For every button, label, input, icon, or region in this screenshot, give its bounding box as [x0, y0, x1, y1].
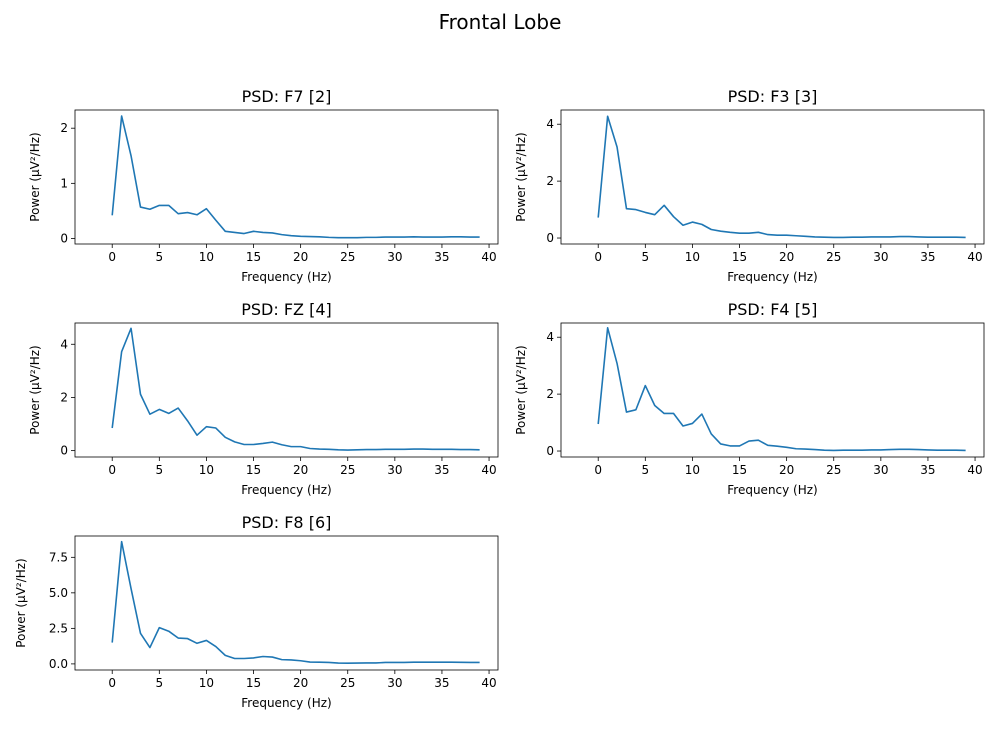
axes-frame	[74, 322, 499, 458]
x-axis-label: Frequency (Hz)	[241, 696, 332, 710]
subplot-2: PSD: F3 [3] 0 5 10 15 20 25 30 35 40 0 2 4 Frequency …	[514, 87, 985, 284]
x-tick-label: 20	[293, 676, 308, 690]
x-tick-label: 0	[594, 463, 602, 477]
psd-series-line	[111, 327, 480, 451]
x-tick-label: 25	[826, 250, 841, 264]
x-axis-label: Frequency (Hz)	[727, 270, 818, 284]
x-axis-label: Frequency (Hz)	[727, 483, 818, 497]
y-tick-label: 0.0	[49, 657, 68, 671]
x-tick-label: 15	[246, 250, 261, 264]
y-tick-label: 0	[546, 444, 554, 458]
x-tick-label: 35	[920, 250, 935, 264]
figure-title: Frontal Lobe	[438, 10, 562, 34]
x-tick-label: 25	[340, 463, 355, 477]
x-tick-label: 30	[387, 463, 402, 477]
y-tick-label: 2	[60, 390, 68, 404]
y-tick-label: 2	[60, 121, 68, 135]
x-tick-label: 40	[967, 463, 982, 477]
psd-series-line	[111, 540, 480, 664]
x-tick-label: 15	[246, 463, 261, 477]
y-tick-label: 2	[546, 174, 554, 188]
x-tick-label: 25	[340, 676, 355, 690]
y-tick-label: 0	[60, 231, 68, 245]
y-tick-label: 7.5	[49, 550, 68, 564]
subplot-title: PSD: F8 [6]	[242, 513, 332, 532]
y-tick-label: 0	[546, 231, 554, 245]
y-tick-label: 4	[60, 337, 68, 351]
psd-series-line	[111, 115, 480, 239]
x-tick-label: 10	[199, 463, 214, 477]
x-tick-label: 25	[826, 463, 841, 477]
y-tick-label: 4	[546, 330, 554, 344]
y-axis-label: Power (µV²/Hz)	[14, 558, 28, 647]
x-tick-label: 40	[481, 463, 496, 477]
x-tick-label: 0	[594, 250, 602, 264]
subplot-1: PSD: F7 [2] 0 5 10 15 20 25 30 35 40 0 1 2 Frequency …	[28, 87, 499, 284]
x-axis-label: Frequency (Hz)	[241, 483, 332, 497]
x-tick-label: 20	[293, 463, 308, 477]
subplot-title: PSD: F4 [5]	[728, 300, 818, 319]
x-tick-label: 35	[434, 250, 449, 264]
y-axis-label: Power (µV²/Hz)	[514, 132, 528, 221]
x-tick-label: 5	[155, 250, 163, 264]
y-tick-label: 0	[60, 444, 68, 458]
y-tick-label: 4	[546, 117, 554, 131]
x-tick-label: 40	[481, 250, 496, 264]
x-tick-label: 15	[732, 250, 747, 264]
x-tick-label: 10	[199, 676, 214, 690]
y-axis-label: Power (µV²/Hz)	[514, 345, 528, 434]
x-tick-label: 0	[108, 676, 116, 690]
x-tick-label: 0	[108, 250, 116, 264]
x-tick-label: 40	[967, 250, 982, 264]
x-tick-label: 30	[873, 463, 888, 477]
subplot-title: PSD: F3 [3]	[728, 87, 818, 106]
y-axis-label: Power (µV²/Hz)	[28, 345, 42, 434]
x-axis-label: Frequency (Hz)	[241, 270, 332, 284]
x-tick-label: 30	[873, 250, 888, 264]
subplot-5: PSD: F8 [6] 0 5 10 15 20 25 30 35 40 0.0 2.5 5.0 7.5 F…	[14, 513, 499, 710]
y-tick-label: 5.0	[49, 586, 68, 600]
x-tick-label: 40	[481, 676, 496, 690]
y-tick-label: 2	[546, 387, 554, 401]
axes-frame	[74, 535, 499, 671]
x-tick-label: 20	[293, 250, 308, 264]
x-tick-label: 15	[732, 463, 747, 477]
psd-series-line	[597, 327, 966, 452]
x-tick-label: 5	[155, 676, 163, 690]
axes-frame	[560, 109, 985, 245]
x-tick-label: 35	[434, 676, 449, 690]
x-tick-label: 20	[779, 463, 794, 477]
x-tick-label: 5	[641, 250, 649, 264]
psd-series-line	[597, 115, 966, 239]
subplot-title: PSD: FZ [4]	[241, 300, 332, 319]
x-tick-label: 0	[108, 463, 116, 477]
x-tick-label: 15	[246, 676, 261, 690]
subplot-4: PSD: F4 [5] 0 5 10 15 20 25 30 35 40 0 2 4 Frequency …	[514, 300, 985, 497]
x-tick-label: 35	[920, 463, 935, 477]
y-tick-label: 1	[60, 176, 68, 190]
x-tick-label: 30	[387, 676, 402, 690]
subplot-3: PSD: FZ [4] 0 5 10 15 20 25 30 35 40 0 2 4 Frequency …	[28, 300, 499, 497]
subplot-title: PSD: F7 [2]	[242, 87, 332, 106]
y-axis-label: Power (µV²/Hz)	[28, 132, 42, 221]
x-tick-label: 10	[199, 250, 214, 264]
x-tick-label: 10	[685, 463, 700, 477]
y-tick-label: 2.5	[49, 621, 68, 635]
x-tick-label: 5	[155, 463, 163, 477]
x-tick-label: 20	[779, 250, 794, 264]
x-tick-label: 35	[434, 463, 449, 477]
x-tick-label: 10	[685, 250, 700, 264]
axes-frame	[560, 322, 985, 458]
x-tick-label: 30	[387, 250, 402, 264]
x-tick-label: 5	[641, 463, 649, 477]
x-tick-label: 25	[340, 250, 355, 264]
axes-frame	[74, 109, 499, 245]
